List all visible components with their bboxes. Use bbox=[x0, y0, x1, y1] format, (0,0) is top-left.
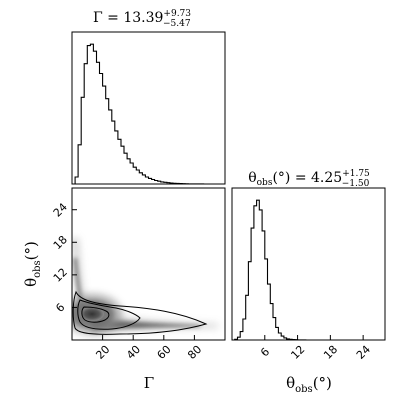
theta-x-axis-label: θobs(°) bbox=[286, 374, 332, 395]
theta-x-symbol: θ bbox=[286, 374, 295, 392]
theta-x-ticks: 6 12 18 24 bbox=[258, 335, 373, 362]
density-core bbox=[80, 307, 104, 321]
joint-y-ticks: 6 12 18 24 bbox=[51, 201, 77, 315]
joint-x-ticks: 20 40 60 80 bbox=[93, 335, 204, 362]
joint-density-panel: 20 40 60 80 6 12 18 24 Γ θobs(°) bbox=[22, 187, 226, 392]
gamma-histogram-panel: Γ = 13.39+9.73 −5.47 bbox=[71, 9, 226, 185]
gamma-title-lower-error: −5.47 bbox=[163, 19, 191, 29]
contour-2-sigma bbox=[77, 299, 141, 330]
theta-title-value: (°) = 4.25 bbox=[272, 170, 342, 186]
contour-1-sigma bbox=[81, 306, 110, 323]
gamma-histogram-frame bbox=[71, 31, 226, 185]
theta-x-tick-label: 24 bbox=[354, 343, 373, 362]
joint-density-frame bbox=[71, 187, 226, 341]
theta-x-subscript: obs bbox=[295, 384, 313, 395]
joint-y-axis-label: θobs(°) bbox=[22, 241, 43, 287]
theta-title-lower-error: −1.50 bbox=[342, 179, 370, 189]
gamma-histogram-title: Γ = 13.39+9.73 −5.47 bbox=[93, 9, 191, 29]
theta-histogram-line bbox=[232, 199, 312, 341]
theta-x-tick-label: 12 bbox=[288, 343, 307, 362]
theta-histogram-frame bbox=[231, 187, 386, 341]
contour-3-sigma bbox=[72, 290, 208, 335]
theta-x-tick-label: 6 bbox=[258, 345, 272, 359]
theta-title-subscript: obs bbox=[257, 178, 273, 188]
theta-subscript: obs bbox=[32, 260, 43, 278]
joint-density-cloud bbox=[72, 238, 218, 335]
theta-histogram-panel: θobs(°) = 4.25+1.75 −1.50 6 12 18 24 θobs(°) bbox=[231, 169, 386, 395]
theta-x-degree-unit: (°) bbox=[313, 374, 332, 392]
gamma-title-upper-error: +9.73 bbox=[163, 9, 191, 19]
theta-symbol: θ bbox=[22, 278, 40, 287]
joint-x-tick-label: 80 bbox=[185, 343, 204, 362]
joint-y-tick-label: 12 bbox=[51, 266, 70, 285]
joint-x-axis-label: Γ bbox=[144, 374, 154, 392]
gamma-histogram-line bbox=[72, 43, 225, 185]
joint-x-tick-label: 20 bbox=[93, 343, 112, 362]
theta-x-tick-label: 18 bbox=[321, 343, 340, 362]
theta-title-symbol: θ bbox=[248, 170, 256, 186]
theta-degree-unit: (°) bbox=[22, 241, 40, 260]
joint-y-tick-label: 18 bbox=[51, 233, 70, 252]
theta-histogram-title: θobs(°) = 4.25+1.75 −1.50 bbox=[248, 169, 370, 189]
joint-x-tick-label: 40 bbox=[124, 343, 143, 362]
theta-title-upper-error: +1.75 bbox=[342, 169, 370, 179]
gamma-title-symbol: Γ = 13.39 bbox=[93, 10, 163, 26]
joint-y-tick-label: 6 bbox=[53, 301, 67, 315]
joint-y-tick-label: 24 bbox=[51, 201, 70, 220]
joint-x-tick-label: 60 bbox=[155, 343, 174, 362]
